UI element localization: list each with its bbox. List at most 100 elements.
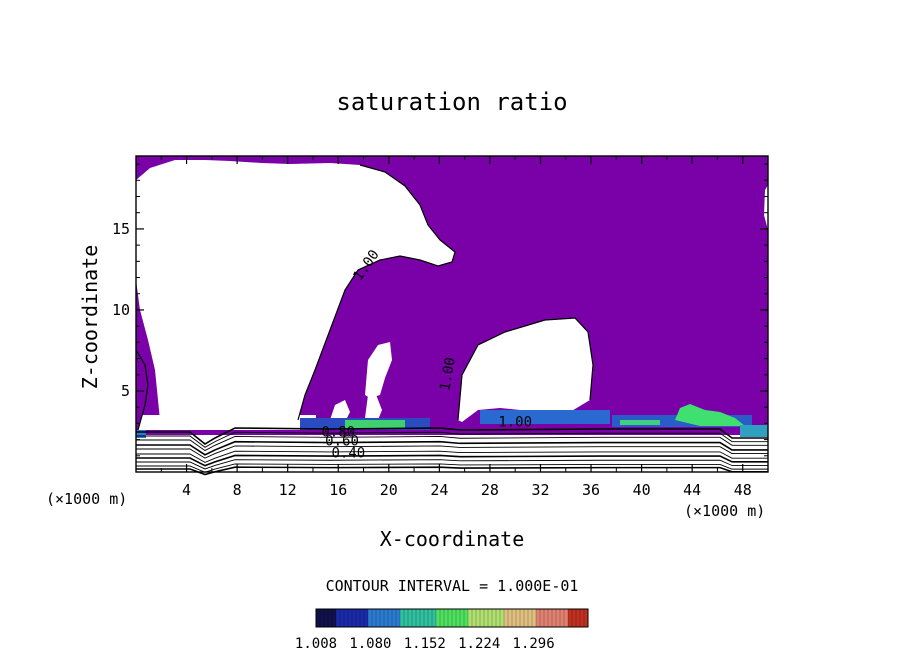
x-tick-label: 16 [329,481,347,499]
colorbar-cell [532,609,537,627]
colorbar-cell [320,609,325,627]
colorbar-cell [416,609,421,627]
colorbar-cell [504,609,509,627]
contour-lines-layer [135,164,768,476]
colorbar-cell [488,609,493,627]
saturation-fill-layer [136,156,768,472]
contour-line [136,450,768,463]
colorbar-cell [324,609,329,627]
subsaturated-pocket-1 [365,342,392,398]
high-saturation-band-2 [345,420,405,428]
colorbar-cell [344,609,349,627]
contour-line [136,431,768,448]
colorbar-cell [456,609,461,627]
colorbar-cell [484,609,489,627]
y-tick-label: 5 [121,382,130,400]
contour-label: 1.00 [498,415,532,431]
contour-line [136,440,768,456]
contour-interval-text: CONTOUR INTERVAL = 1.000E-01 [325,577,579,595]
y-tick-label: 10 [112,301,130,319]
colorbar-cell [436,609,441,627]
colorbar-cell [400,609,405,627]
colorbar-cell [576,609,581,627]
contour-line [136,454,768,467]
plot-frame [135,155,769,473]
colorbar-cell [552,609,557,627]
colorbar-cell [380,609,385,627]
colorbar-cell [412,609,417,627]
x-tick-label: 32 [531,481,549,499]
y-tick-label: 15 [112,220,130,238]
colorbar-tick-label: 1.080 [349,636,391,652]
colorbar-cell [328,609,333,627]
colorbar-cell [568,609,573,627]
colorbar-cell [420,609,425,627]
colorbar-cell [432,609,437,627]
colorbar-tick-label: 1.152 [404,636,446,652]
x-tick-label: 12 [279,481,297,499]
plot-border [135,155,769,473]
colorbar-cell [572,609,577,627]
colorbar-cell [496,609,501,627]
contour-label: 0.40 [331,445,365,461]
colorbar-cell [476,609,481,627]
colorbar-cell [524,609,529,627]
x-unit-note-left: (×1000 m) [46,490,128,508]
contour-label: 0.60 [325,433,359,449]
contour-line-1-00-left [135,349,149,431]
colorbar: 1.008 1.080 1.152 1.224 1.296 [295,608,589,652]
colorbar-border [315,608,589,628]
colorbar-cell [472,609,477,627]
contour-line-1-00-bubble [457,317,594,421]
high-saturation-band-6 [620,420,660,425]
colorbar-cell [316,609,321,627]
colorbar-cell [332,609,337,627]
colorbar-cell [516,609,521,627]
contour-line [136,463,768,473]
x-tick-label: 28 [481,481,499,499]
colorbar-cell [440,609,445,627]
colorbar-cell [544,609,549,627]
colorbar-cell [396,609,401,627]
high-saturation-patch-5 [675,404,745,426]
colorbar-cell [560,609,565,627]
colorbar-cell [392,609,397,627]
colorbar-cell [372,609,377,627]
x-tick-label: 20 [380,481,398,499]
colorbar-cell [444,609,449,627]
x-tick-label: 24 [430,481,448,499]
x-tick-label: 48 [734,481,752,499]
contour-line-1-00-upper [297,164,456,421]
colorbar-cell [384,609,389,627]
colorbar-cell [340,609,345,627]
colorbar-tick-label: 1.296 [513,636,555,652]
colorbar-cell [428,609,433,627]
colorbar-cell [468,609,473,627]
colorbar-cell [360,609,365,627]
colorbar-cell [388,609,393,627]
colorbar-cell [336,609,341,627]
high-saturation-band-7 [740,425,768,437]
colorbar-tick-label: 1.224 [458,636,500,652]
x-tick-label: 40 [633,481,651,499]
colorbar-tick-label: 1.008 [295,636,337,652]
x-tick-label: 44 [683,481,701,499]
subsaturated-pocket-3 [330,400,350,422]
x-axis-label: X-coordinate [379,527,525,551]
colorbar-cell [528,609,533,627]
colorbar-cell [464,609,469,627]
colorbar-cell [500,609,505,627]
subsaturated-region-upper [136,160,455,420]
colorbar-cell [508,609,513,627]
colorbar-cell [512,609,517,627]
colorbar-cell [408,609,413,627]
contour-label: 0.80 [321,424,355,440]
colorbar-cell [352,609,357,627]
x-tick-label: 4 [182,481,191,499]
colorbar-cell [364,609,369,627]
colorbar-cell [448,609,453,627]
colorbar-cell [460,609,465,627]
x-tick-label: 36 [582,481,600,499]
